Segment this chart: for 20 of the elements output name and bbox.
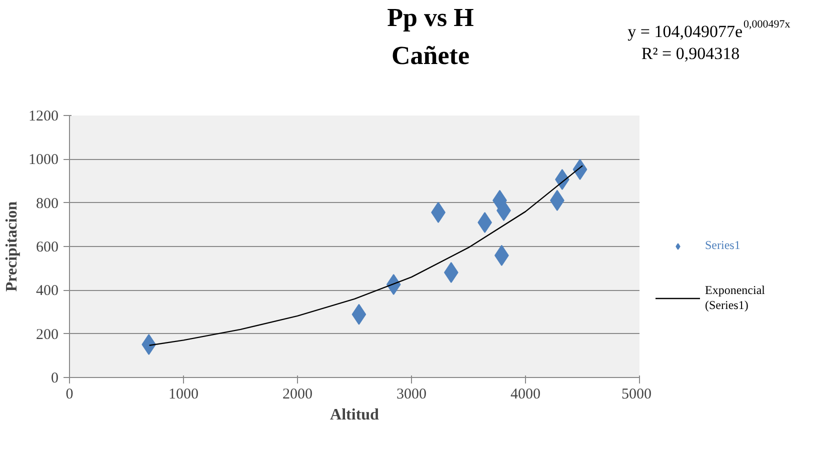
text: R² = 0,904318	[641, 44, 740, 63]
chart-subtitle: Cañete	[392, 41, 470, 70]
y-tick-label: 1000	[28, 152, 58, 168]
legend-label: Series1	[705, 238, 740, 253]
x-tick-label: 3000	[396, 386, 426, 402]
y-tick-label: 400	[36, 283, 58, 300]
x-tick-label: 5000	[622, 386, 652, 402]
legend-label: Exponencial (Series1)	[705, 283, 765, 313]
y-tick-label: 0	[51, 370, 58, 386]
y-tick-label: 200	[36, 326, 58, 343]
x-tick-label: 0	[66, 386, 74, 402]
y-tick-label: 1200	[28, 108, 58, 124]
x-tick-label: 1000	[168, 386, 198, 402]
y-tick-label: 800	[36, 196, 58, 212]
chart-title: Pp vs H	[387, 3, 474, 32]
y-tick-label: 600	[36, 240, 58, 256]
x-tick-label: 2000	[282, 386, 312, 402]
x-axis-title: Altitud	[330, 406, 380, 424]
y-axis-title: Precipitacion	[4, 201, 20, 292]
x-tick-label: 4000	[510, 386, 540, 402]
